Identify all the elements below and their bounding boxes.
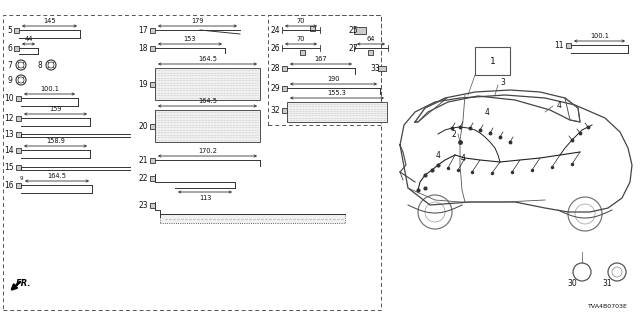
Text: 18: 18 xyxy=(138,44,148,52)
Bar xyxy=(150,157,155,163)
Text: 19: 19 xyxy=(138,79,148,89)
Bar xyxy=(150,45,155,51)
Bar xyxy=(282,66,287,70)
Text: 12: 12 xyxy=(4,114,14,123)
Text: 159: 159 xyxy=(49,106,61,111)
Text: 26: 26 xyxy=(270,44,280,52)
Bar xyxy=(16,116,21,121)
Text: 33: 33 xyxy=(370,63,380,73)
Text: 6: 6 xyxy=(7,44,12,52)
Text: 16: 16 xyxy=(4,180,14,189)
Bar xyxy=(368,50,373,54)
Bar xyxy=(354,27,366,34)
Text: 179: 179 xyxy=(191,18,204,23)
Text: 23: 23 xyxy=(138,201,148,210)
Bar xyxy=(16,148,21,153)
Text: FR.: FR. xyxy=(16,279,31,288)
Text: 2: 2 xyxy=(451,130,456,139)
Text: 164.5: 164.5 xyxy=(47,172,67,179)
Text: 70: 70 xyxy=(297,36,305,42)
Bar xyxy=(150,203,155,207)
Text: 153: 153 xyxy=(184,36,196,42)
Text: 4: 4 xyxy=(485,108,490,116)
Text: 1: 1 xyxy=(490,57,496,66)
Text: 28: 28 xyxy=(271,63,280,73)
Text: 167: 167 xyxy=(315,55,327,61)
Text: 27: 27 xyxy=(348,44,358,52)
Text: 15: 15 xyxy=(4,163,14,172)
Bar xyxy=(287,102,387,122)
Text: TVA4B0703E: TVA4B0703E xyxy=(588,303,628,308)
Text: 17: 17 xyxy=(138,26,148,35)
Text: 164.5: 164.5 xyxy=(198,55,217,61)
Bar xyxy=(282,108,287,113)
Bar xyxy=(16,182,21,188)
Bar xyxy=(150,175,155,180)
Bar xyxy=(150,82,155,86)
Text: 13: 13 xyxy=(4,130,14,139)
Text: 4: 4 xyxy=(557,100,562,109)
Bar xyxy=(475,47,510,75)
Bar xyxy=(14,28,19,33)
Text: 25: 25 xyxy=(348,26,358,35)
Text: 145: 145 xyxy=(43,18,56,23)
Text: 24: 24 xyxy=(270,26,280,35)
Text: 100.1: 100.1 xyxy=(590,33,609,38)
Text: 170.2: 170.2 xyxy=(198,148,217,154)
Text: 164.5: 164.5 xyxy=(198,98,217,103)
Text: 10: 10 xyxy=(4,93,14,102)
Text: 8: 8 xyxy=(37,60,42,69)
Text: 158.9: 158.9 xyxy=(46,138,65,143)
Text: 64: 64 xyxy=(367,36,375,42)
Text: 3: 3 xyxy=(500,77,505,86)
Text: 155.3: 155.3 xyxy=(328,90,346,95)
Text: 4: 4 xyxy=(460,154,465,163)
Text: 44: 44 xyxy=(24,36,33,42)
Bar xyxy=(16,132,21,137)
Text: 11: 11 xyxy=(554,41,564,50)
Bar xyxy=(160,214,345,223)
Bar xyxy=(566,43,571,47)
Text: 5: 5 xyxy=(7,26,12,35)
Bar xyxy=(16,95,21,100)
Bar xyxy=(14,45,19,51)
Text: 70: 70 xyxy=(297,18,305,23)
Text: 9: 9 xyxy=(7,76,12,84)
Text: 22: 22 xyxy=(138,173,148,182)
Text: 29: 29 xyxy=(270,84,280,92)
Bar xyxy=(150,28,155,33)
Text: 32: 32 xyxy=(270,106,280,115)
Bar xyxy=(155,68,260,100)
Bar xyxy=(378,66,386,70)
Text: 31: 31 xyxy=(602,279,612,289)
Bar xyxy=(282,85,287,91)
Bar xyxy=(155,110,260,142)
Bar xyxy=(300,50,305,54)
Text: 30: 30 xyxy=(567,279,577,289)
Text: 4: 4 xyxy=(435,150,440,159)
Bar xyxy=(150,124,155,129)
Text: 9: 9 xyxy=(19,175,23,180)
Text: 100.1: 100.1 xyxy=(40,85,59,92)
Bar xyxy=(16,164,21,170)
Text: 14: 14 xyxy=(4,146,14,155)
Text: 20: 20 xyxy=(138,122,148,131)
Text: 113: 113 xyxy=(199,195,211,201)
Text: 190: 190 xyxy=(327,76,340,82)
Bar xyxy=(268,15,381,125)
Bar xyxy=(3,15,381,310)
Bar xyxy=(310,26,315,30)
Text: 21: 21 xyxy=(138,156,148,164)
Text: 7: 7 xyxy=(7,60,12,69)
